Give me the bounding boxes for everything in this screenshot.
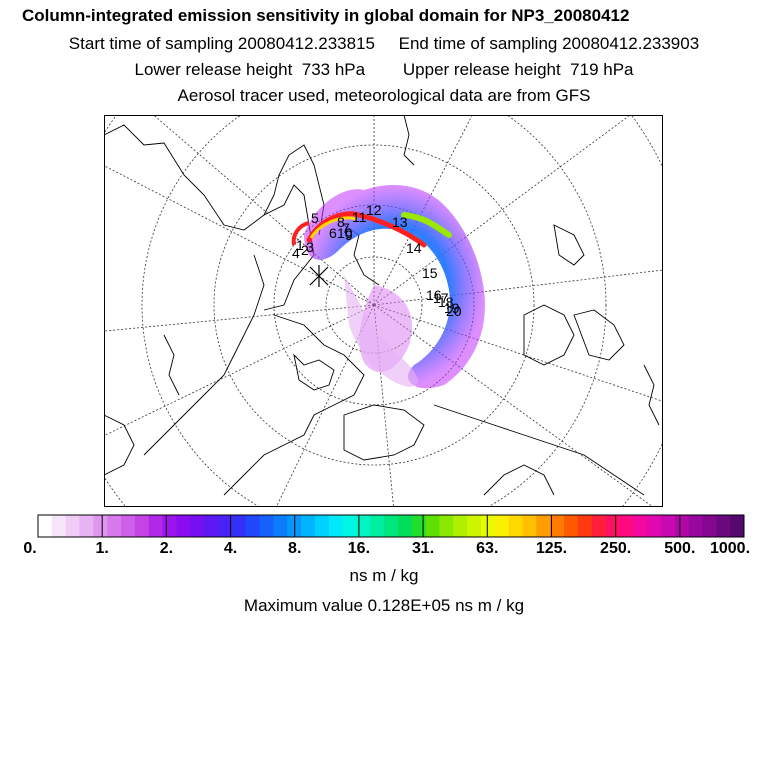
track-label: 10 (337, 225, 353, 241)
colorbar-tick-label: 8. (288, 540, 302, 557)
track-label: 3 (306, 239, 314, 255)
colorbar-swatch (190, 515, 205, 537)
track-label: 14 (406, 240, 422, 256)
colorbar-swatch (79, 515, 94, 537)
colorbar-tick-label: 0. (23, 540, 37, 557)
colorbar-swatch (245, 515, 260, 537)
colorbar-tick-label: 16. (347, 540, 371, 557)
colorbar-frame (37, 514, 745, 538)
colorbar-swatch (605, 515, 620, 537)
colorbar-swatch (148, 515, 164, 537)
colorbar-swatch (370, 515, 385, 537)
track-label: 12 (366, 202, 382, 218)
polar-map: 1 2 3 4 5 6 7 8 9 10 11 12 13 14 15 16 1… (104, 115, 663, 507)
colorbar-swatch (314, 515, 330, 537)
colorbar-swatch (301, 515, 316, 537)
track-label: 7 (342, 220, 350, 236)
track-label: 13 (392, 214, 408, 230)
track-label: 8 (337, 214, 345, 230)
track-label: 4 (292, 245, 300, 261)
colorbar-swatch (425, 515, 440, 537)
track-label: 17 (433, 290, 449, 306)
coastlines (104, 115, 660, 496)
release-point-marker (309, 265, 329, 287)
track-label: 19 (444, 300, 460, 316)
colorbar-swatch (162, 515, 177, 537)
colorbar-swatch (453, 515, 468, 537)
track-label: 9 (345, 227, 353, 243)
colorbar-tick-label: 125. (535, 540, 568, 557)
plot-title: Column-integrated emission sensitivity i… (22, 6, 630, 25)
colorbar-swatch (342, 515, 357, 537)
colorbar-swatch (633, 515, 648, 537)
colorbar-swatch (647, 515, 662, 537)
colorbar-swatch (702, 515, 717, 537)
colorbar-swatch (217, 515, 233, 537)
max-value-label: Maximum value 0.128E+05 ns m / kg (243, 596, 525, 615)
track-label: 6 (329, 225, 337, 241)
emission-sensitivity-field (291, 185, 485, 389)
sampling-time-line: Start time of sampling 20080412.233815 E… (68, 34, 700, 53)
track-label: 20 (446, 303, 462, 319)
colorbar-swatch (716, 515, 731, 537)
colorbar-swatch (619, 515, 634, 537)
track-label: 2 (301, 242, 309, 258)
colorbar-tick-label: 500. (664, 540, 696, 557)
units-label: ns m / kg (349, 566, 419, 585)
tracer-info-line: Aerosol tracer used, meteorological data… (177, 86, 591, 105)
colorbar (37, 514, 745, 538)
colorbar-swatch (467, 515, 482, 537)
colorbar-swatch (204, 515, 219, 537)
colorbar-swatch (660, 515, 676, 537)
colorbar-swatch (439, 515, 454, 537)
colorbar-swatch (688, 515, 703, 537)
colorbar-swatch (480, 515, 496, 537)
colorbar-swatch (38, 515, 53, 537)
colorbar-swatch (176, 515, 191, 537)
colorbar-swatch (674, 515, 690, 537)
colorbar-swatch (93, 515, 108, 537)
track-label: 1 (296, 237, 304, 253)
colorbar-swatch (591, 515, 607, 537)
track-label: 5 (311, 210, 319, 226)
colorbar-swatch (273, 515, 288, 537)
track-label: 11 (352, 209, 367, 225)
colorbar-swatch (65, 515, 81, 537)
colorbar-swatch (564, 515, 579, 537)
colorbar-swatch (577, 515, 593, 537)
colorbar-swatch (411, 515, 427, 537)
colorbar-swatch (522, 515, 537, 537)
colorbar-tick-label: 4. (223, 540, 238, 557)
colorbar-swatch (550, 515, 565, 537)
colorbar-tick-label: 63. (476, 540, 499, 557)
colorbar-swatch (397, 515, 413, 537)
track-label: 18 (438, 294, 454, 310)
colorbar-swatch (134, 515, 150, 537)
track-labels: 1 2 3 4 5 6 7 8 9 10 11 12 13 14 15 16 1… (292, 202, 462, 319)
colorbar-tick-label: 2. (159, 540, 174, 557)
colorbar-swatch (121, 515, 136, 537)
colorbar-swatch (51, 515, 67, 537)
colorbar-swatch (328, 515, 344, 537)
colorbar-swatch (508, 515, 524, 537)
colorbar-tick-label: 31. (411, 540, 435, 557)
colorbar-swatch (536, 515, 551, 537)
colorbar-swatch (107, 515, 122, 537)
colorbar-swatch (494, 515, 510, 537)
colorbar-swatch (231, 515, 247, 537)
release-height-line: Lower release height 733 hPa Upper relea… (134, 60, 634, 79)
track-label: 16 (426, 287, 442, 303)
colorbar-tick-label: 1. (95, 540, 109, 557)
colorbar-tick-label: 250. (600, 540, 632, 557)
colorbar-swatch (259, 515, 274, 537)
colorbar-swatch (730, 515, 745, 537)
colorbar-swatch (384, 515, 399, 537)
track-label: 15 (422, 265, 438, 281)
colorbar-swatch (356, 515, 371, 537)
colorbar-tick-label: 1000. (709, 540, 751, 557)
